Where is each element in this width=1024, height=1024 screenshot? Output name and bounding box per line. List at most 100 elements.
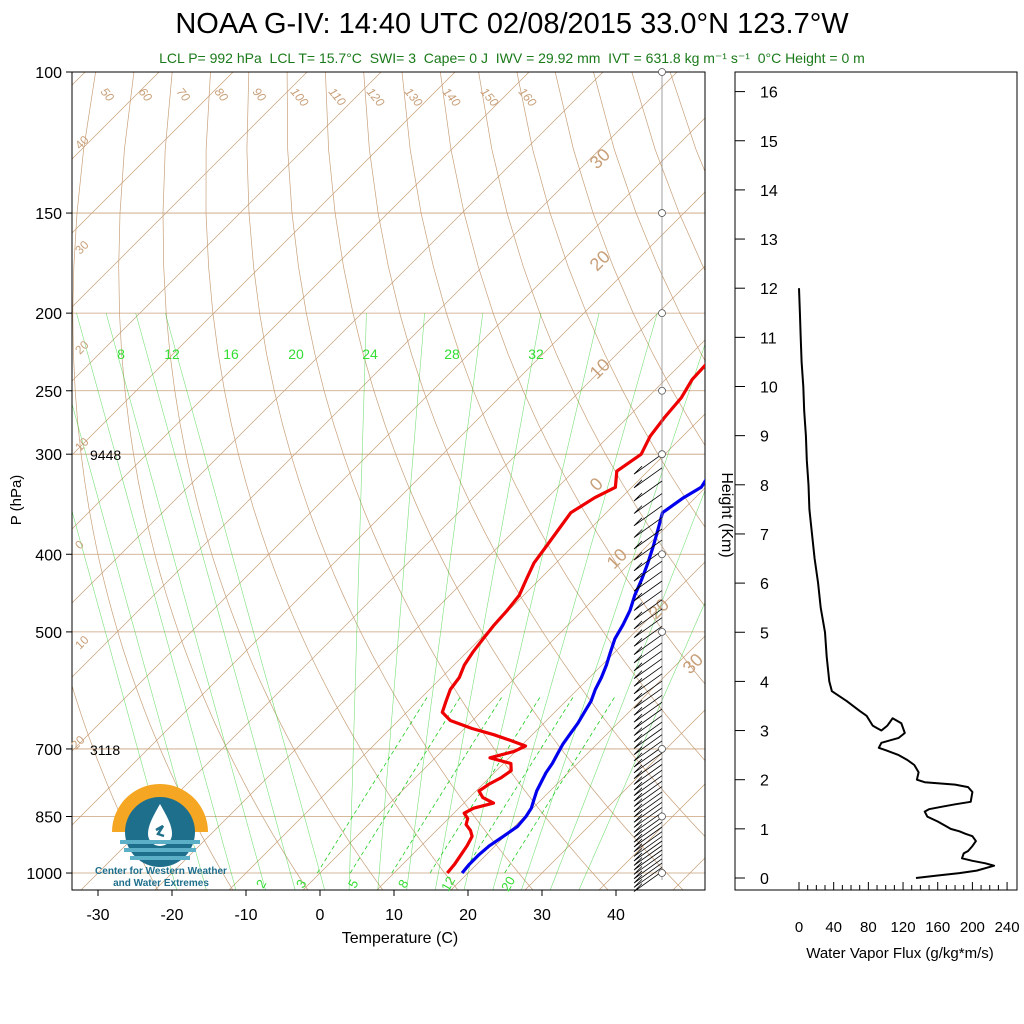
wind-barb xyxy=(633,493,663,514)
moist-adiabat xyxy=(492,313,658,890)
flux-x-tick-label: 120 xyxy=(891,919,916,936)
wind-barb xyxy=(633,840,663,862)
flux-y-tick-label: 5 xyxy=(760,625,769,642)
wind-barb xyxy=(633,539,663,561)
moist-adiabat xyxy=(406,313,484,890)
wind-calm-marker xyxy=(658,745,666,753)
dry-adiabat xyxy=(325,72,684,890)
flux-x-tick-label: 200 xyxy=(960,919,985,936)
flux-y-tick-label: 14 xyxy=(760,183,778,200)
wind-barb xyxy=(633,816,663,838)
mixing-ratio-label: 5 xyxy=(345,877,362,891)
dry-adiabat xyxy=(938,72,1024,890)
moist-adiabat xyxy=(377,313,425,890)
flux-y-tick-label: 6 xyxy=(760,576,769,593)
isotherm-label: 20 xyxy=(586,247,614,275)
wind-barb xyxy=(633,758,663,780)
wind-barb xyxy=(633,721,663,743)
cw3e-logo xyxy=(90,780,230,895)
dry-adiabat xyxy=(246,72,534,890)
moist-adiabat xyxy=(463,313,600,890)
moist-adiabat xyxy=(76,313,237,890)
dry-adiabat xyxy=(72,684,159,890)
wind-barb xyxy=(633,680,663,702)
wind-barb xyxy=(633,608,663,630)
wind-barb xyxy=(633,796,663,818)
wind-barb xyxy=(633,701,663,723)
wind-barb xyxy=(633,650,663,672)
isotherm-label: 30 xyxy=(586,145,614,173)
dry-adiabat xyxy=(439,72,705,685)
dry-adiabat xyxy=(785,72,1024,890)
flux-y-tick-label: 13 xyxy=(760,232,778,249)
mixing-ratio-line xyxy=(462,695,575,874)
wind-barb xyxy=(633,862,663,884)
isotherm xyxy=(72,72,382,382)
moist-adiabat xyxy=(348,313,367,890)
wind-barb xyxy=(633,740,663,762)
dry-adiabat xyxy=(862,72,1024,890)
x-tick-label: 10 xyxy=(385,907,403,924)
dry-adiabat-label: 120 xyxy=(364,85,388,110)
x-tick-label: 20 xyxy=(459,907,477,924)
flux-y-tick-label: 11 xyxy=(760,330,777,347)
isotherm xyxy=(72,72,678,678)
mixing-ratio-label: 8 xyxy=(117,346,125,362)
chart-title: NOAA G-IV: 14:40 UTC 02/08/2015 33.0°N 1… xyxy=(175,8,849,40)
wind-barb xyxy=(633,625,663,647)
isotherm xyxy=(747,72,1024,890)
height-label: 3118 xyxy=(90,742,120,758)
wind-barb xyxy=(633,665,663,687)
isotherm-label: 10 xyxy=(72,633,92,653)
y-tick-label: 500 xyxy=(35,625,62,642)
wind-barb xyxy=(633,775,663,797)
wind-barb xyxy=(633,694,663,716)
flux-y-tick-label: 0 xyxy=(760,871,769,888)
moist-adiabat xyxy=(135,313,296,890)
flux-y-tick-label: 8 xyxy=(760,478,769,495)
mixing-ratio-label: 28 xyxy=(444,346,460,362)
flux-y-tick-label: 12 xyxy=(760,281,778,298)
isotherm xyxy=(72,72,234,234)
isotherm-label: 10 xyxy=(72,435,92,455)
dry-adiabat-label: 80 xyxy=(212,85,232,104)
dry-adiabat xyxy=(72,72,234,890)
wind-barb xyxy=(633,580,663,602)
moist-adiabat xyxy=(578,601,705,890)
wind-calm-marker xyxy=(658,386,666,395)
wind-calm-marker xyxy=(658,812,666,821)
flux-x-tick-label: 0 xyxy=(795,919,803,936)
wind-barb xyxy=(633,780,663,802)
dry-adiabat xyxy=(554,72,705,447)
logo-caption: Center for Western Weather and Water Ext… xyxy=(86,866,236,890)
wind-barb xyxy=(633,687,663,709)
wind-barb xyxy=(633,708,663,730)
wind-barb xyxy=(633,634,663,656)
flux-x-tick-label: 240 xyxy=(995,919,1020,936)
wind-calm-marker xyxy=(658,450,666,459)
wind-barb xyxy=(633,480,663,502)
wind-barb xyxy=(633,845,663,866)
flux-y-tick-label: 9 xyxy=(760,429,769,446)
mixing-ratio-label: 16 xyxy=(223,346,239,362)
wind-barb xyxy=(633,673,663,695)
x-axis-label: Temperature (C) xyxy=(342,930,458,947)
flux-y-tick-label: 2 xyxy=(760,773,769,790)
flux-x-tick-label: 80 xyxy=(860,919,877,936)
flux-y-tick-label: 1 xyxy=(760,822,769,839)
wind-barb xyxy=(633,550,663,572)
dry-adiabat-label: 90 xyxy=(250,85,270,104)
moist-adiabat xyxy=(105,313,266,890)
mixing-ratio-label: 12 xyxy=(164,346,180,362)
wind-barb xyxy=(633,764,663,785)
wind-barb xyxy=(633,570,663,592)
dry-adiabat xyxy=(401,72,705,762)
y-tick-label: 150 xyxy=(35,206,62,223)
y-tick-label: 850 xyxy=(35,809,62,826)
flux-y-axis-label: Height (Km) xyxy=(718,472,735,557)
isotherm xyxy=(376,561,705,890)
dry-adiabat xyxy=(631,72,705,272)
wind-calm-marker xyxy=(658,550,666,559)
isotherm xyxy=(72,72,308,308)
x-tick-label: -30 xyxy=(86,907,109,924)
